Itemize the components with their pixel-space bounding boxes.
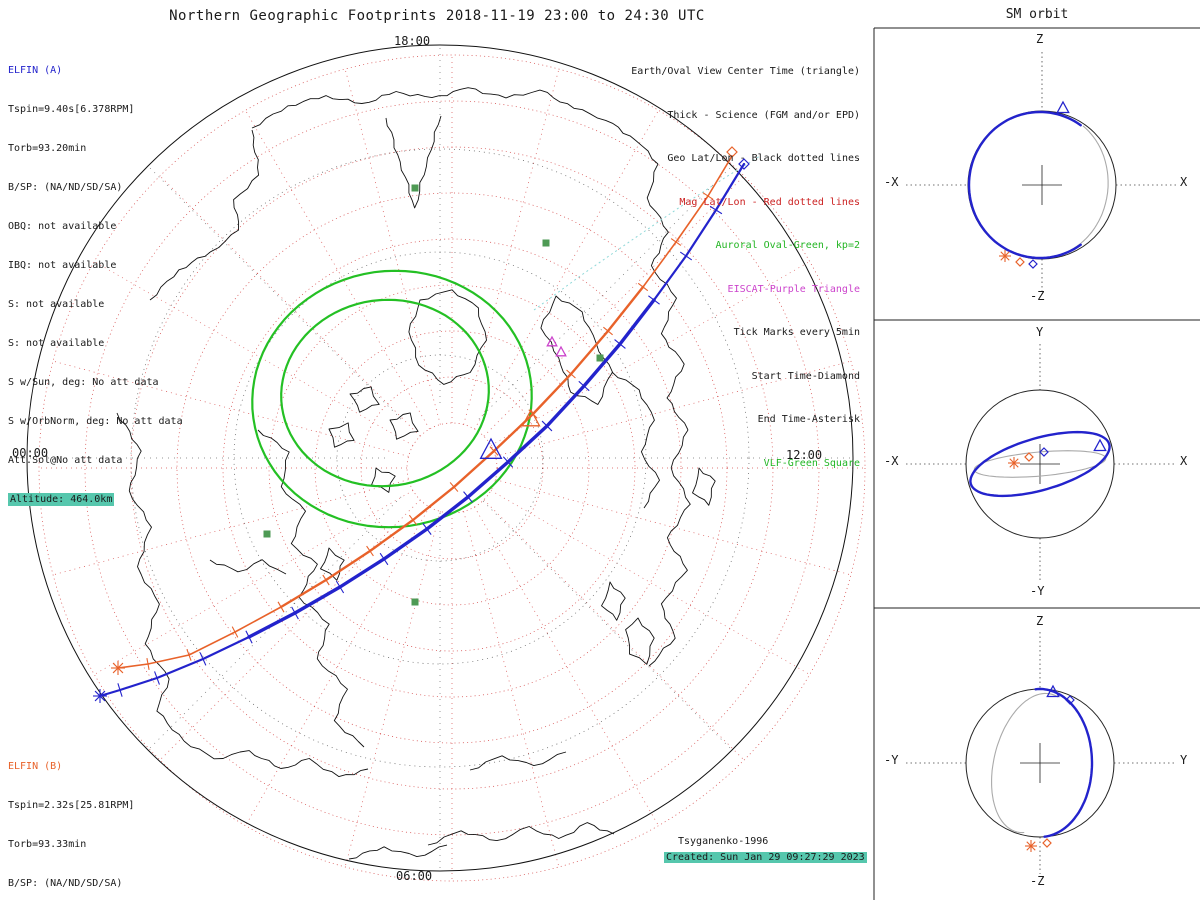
panel2-axis-bottom: -Y	[1030, 584, 1045, 598]
map-legend: Earth/Oval View Center Time (triangle) T…	[631, 36, 860, 500]
panel3-axis-top: Z	[1036, 614, 1044, 628]
created-row: Created: Sun Jan 29 09:27:29 2023	[664, 852, 867, 863]
map-time-label-06: 06:00	[396, 869, 433, 883]
legend-line: Thick - Science (FGM and/or EPD)	[667, 109, 860, 121]
info-line: Tspin=2.32s[25.81RPM]	[8, 800, 135, 811]
legend-line: Start Time-Diamond	[751, 370, 860, 382]
map-time-label-00: 00:00	[12, 446, 49, 460]
legend-line: Tick Marks every 5min	[733, 327, 860, 338]
legend-line: Mag Lat/Lon - Red dotted lines	[679, 196, 860, 208]
elfin-a-altitude-row: Altitude: 464.0km	[8, 493, 183, 506]
legend-line: Earth/Oval View Center Time (triangle)	[631, 66, 860, 77]
legend-line: EISCAT-Purple Triangle	[727, 283, 860, 295]
panel3-axis-left: -Y	[884, 753, 899, 767]
panel1-axis-right: X	[1180, 175, 1188, 189]
map-time-label-18: 18:00	[394, 34, 431, 48]
elfin-b-header: ELFIN (B)	[8, 761, 63, 772]
legend-line: Geo Lat/Lon - Black dotted lines	[667, 153, 860, 164]
info-line: Att.Sol@No att data	[8, 455, 123, 466]
page-title: Northern Geographic Footprints 2018-11-1…	[169, 8, 705, 24]
elfin-b-info-block: ELFIN (B) Tspin=2.32s[25.81RPM] Torb=93.…	[8, 734, 183, 900]
elfin-a-header: ELFIN (A)	[8, 65, 63, 76]
map-time-label-12: 12:00	[786, 448, 823, 462]
info-line: S w/OrbNorm, deg: No att data	[8, 416, 183, 427]
legend-line: VLF-Green Square	[763, 457, 860, 469]
info-line: Tspin=9.40s[6.378RPM]	[8, 104, 135, 115]
info-line: S: not available	[8, 299, 105, 310]
info-line: S: not available	[8, 338, 105, 349]
panel3-axis-bottom: -Z	[1030, 874, 1045, 888]
legend-line: End Time-Asterisk	[757, 414, 860, 425]
info-line: Torb=93.33min	[8, 839, 87, 850]
created-label: Created: Sun Jan 29 09:27:29 2023	[664, 852, 867, 863]
info-line: B/SP: (NA/ND/SD/SA)	[8, 182, 123, 193]
panel1-axis-bottom: -Z	[1030, 289, 1045, 303]
info-line: Torb=93.20min	[8, 143, 87, 154]
legend-line: Auroral Oval-Green, kp=2	[715, 240, 861, 251]
info-line: S w/Sun, deg: No att data	[8, 377, 159, 388]
panel1-axis-top: Z	[1036, 32, 1044, 46]
info-line: OBQ: not available	[8, 221, 117, 232]
panel2-axis-left: -X	[884, 454, 899, 468]
panel2-axis-top: Y	[1036, 325, 1044, 339]
info-line: B/SP: (NA/ND/SD/SA)	[8, 878, 123, 889]
panel1-axis-left: -X	[884, 175, 899, 189]
panel2-axis-right: X	[1180, 454, 1188, 468]
info-line: IBQ: not available	[8, 260, 117, 271]
elfin-a-info-block: ELFIN (A) Tspin=9.40s[6.378RPM] Torb=93.…	[8, 38, 183, 532]
sm-orbit-title: SM orbit	[1005, 7, 1069, 22]
panel3-axis-right: Y	[1180, 753, 1188, 767]
elfin-a-altitude: Altitude: 464.0km	[8, 493, 115, 506]
model-label: Tsyganenko-1996	[678, 836, 769, 847]
